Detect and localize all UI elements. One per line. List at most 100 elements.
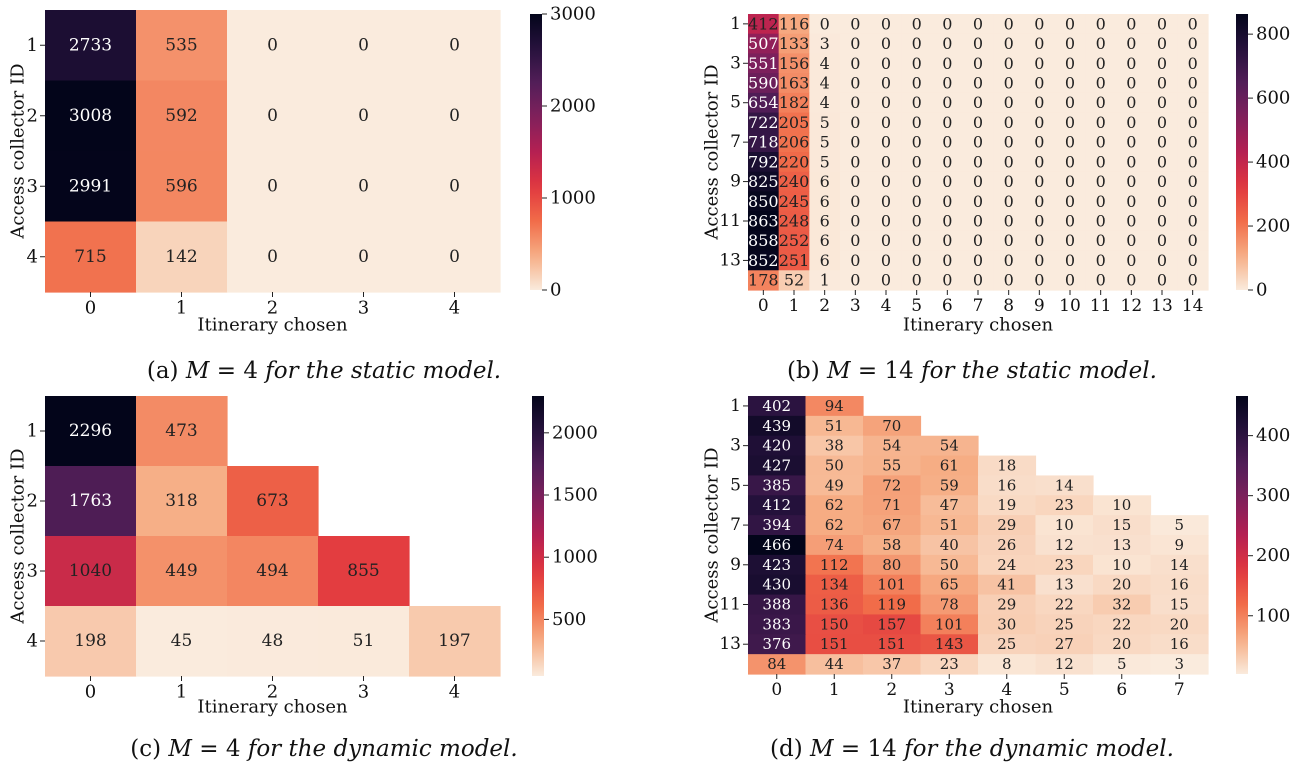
p2-cell-r2-c0 xyxy=(45,536,137,607)
p3-cell-r13-c2 xyxy=(863,654,922,675)
p1-cell-r10-c12 xyxy=(1116,211,1148,232)
p0-x-tick-label-1: 1 xyxy=(176,298,187,319)
p3-cell-r4-c3 xyxy=(920,475,979,496)
p1-cell-r8-c1 xyxy=(778,171,810,193)
p1-cell-r8-c0 xyxy=(748,171,780,193)
p1-cell-label-r13-c14: 0 xyxy=(1188,271,1198,290)
p1-cell-label-r11-c1: 252 xyxy=(779,231,810,250)
p1-cell-r1-c8 xyxy=(993,33,1025,55)
p1-cell-label-r6-c3: 0 xyxy=(850,133,860,152)
p3-y-tick-label-2: 3 xyxy=(730,436,741,456)
p1-cell-r11-c4 xyxy=(870,230,902,252)
p3-cell-r10-c3 xyxy=(920,594,979,616)
p1-cell-r0-c1 xyxy=(778,14,810,35)
p1-cell-label-r7-c14: 0 xyxy=(1188,152,1198,171)
p1-cell-r6-c2 xyxy=(809,132,841,153)
p1-cell-r6-c8 xyxy=(993,132,1025,153)
p1-cell-label-r6-c4: 0 xyxy=(881,133,891,152)
p3-cell-label-r7-c5: 12 xyxy=(1055,536,1074,554)
p1-cell-label-r2-c14: 0 xyxy=(1188,54,1198,73)
p3-cell-r8-c5 xyxy=(1035,554,1094,576)
p1-cell-label-r11-c6: 0 xyxy=(942,231,952,250)
p1-cell-label-r12-c14: 0 xyxy=(1188,251,1198,270)
p3-x-tick-label-6: 6 xyxy=(1116,680,1127,700)
p1-cell-r11-c8 xyxy=(993,230,1025,252)
p0-cell-label-r3-c0: 715 xyxy=(74,247,106,267)
p0-y-tick-label-0: 1 xyxy=(27,35,38,56)
p1-cell-label-r5-c14: 0 xyxy=(1188,113,1198,132)
p1-cell-r3-c7 xyxy=(962,73,994,94)
p1-cell-r3-c0 xyxy=(748,73,780,94)
p1-cell-label-r9-c8: 0 xyxy=(1004,192,1014,211)
p3-cell-label-r1-c2: 70 xyxy=(882,417,901,435)
p1-cell-label-r2-c10: 0 xyxy=(1065,54,1075,73)
p1-cell-r12-c14 xyxy=(1177,250,1209,271)
p1-cell-r5-c3 xyxy=(840,112,872,133)
p3-cell-r13-c6 xyxy=(1093,654,1152,675)
p3-cell-r13-c7 xyxy=(1150,654,1209,675)
p2-cell-r3-c4 xyxy=(409,606,501,677)
p1-cell-r8-c6 xyxy=(932,171,964,193)
p3-cell-label-r7-c3: 40 xyxy=(940,536,959,554)
p3-cell-r1-c1 xyxy=(805,415,864,437)
p1-cell-r1-c7 xyxy=(962,33,994,55)
p2-cell-r1-c1 xyxy=(136,466,228,537)
p1-x-tick-label-7: 7 xyxy=(973,296,984,316)
p1-cell-r10-c8 xyxy=(993,211,1025,232)
p0-cell-label-r0-c4: 0 xyxy=(449,35,460,55)
p3-cell-r8-c7 xyxy=(1150,554,1209,576)
p3-cell-label-r9-c4: 41 xyxy=(997,576,1016,594)
p3-cell-r7-c2 xyxy=(863,535,922,556)
p1-cell-r4-c8 xyxy=(993,92,1025,114)
p1-cell-label-r3-c7: 0 xyxy=(973,74,983,93)
p3-cell-r6-c2 xyxy=(863,515,922,536)
p2-cell-r2-c3 xyxy=(318,536,410,607)
p1-cell-r13-c11 xyxy=(1085,270,1117,291)
p1-cell-r7-c8 xyxy=(993,152,1025,173)
p1-cell-label-r5-c2: 5 xyxy=(820,113,830,132)
p3-cell-r8-c2 xyxy=(863,554,922,576)
p1-cell-r11-c1 xyxy=(778,230,810,252)
p3-colorbar-tick-label-3: 400 xyxy=(1256,425,1290,446)
p1-cell-r13-c0 xyxy=(748,270,780,291)
p1-cell-label-r7-c13: 0 xyxy=(1157,152,1167,171)
p1-cell-r9-c0 xyxy=(748,191,780,212)
p2-cell-label-r2-c3: 855 xyxy=(347,561,379,581)
p3-cell-r2-c3 xyxy=(920,435,979,457)
p0-cell-r1-c0 xyxy=(45,80,137,152)
p1-colorbar-tick-label-3: 600 xyxy=(1256,88,1290,109)
p3-colorbar-tick-label-2: 300 xyxy=(1256,485,1290,506)
p1-cell-label-r9-c5: 0 xyxy=(912,192,922,211)
p1-cell-r0-c0 xyxy=(748,14,780,35)
p3-cell-label-r2-c3: 54 xyxy=(940,437,959,455)
p1-cell-label-r6-c12: 0 xyxy=(1126,133,1136,152)
p1-cell-r3-c8 xyxy=(993,73,1025,94)
p1-cell-r9-c2 xyxy=(809,191,841,212)
p3-cell-r13-c0 xyxy=(748,654,807,675)
p1-cell-label-r0-c4: 0 xyxy=(881,14,891,33)
p1-cell-r4-c9 xyxy=(1024,92,1056,114)
p1-cell-r0-c8 xyxy=(993,14,1025,35)
p1-cell-r4-c6 xyxy=(932,92,964,114)
p3-cell-label-r8-c2: 80 xyxy=(882,556,901,574)
p1-cell-r12-c1 xyxy=(778,250,810,271)
p3-cell-label-r9-c6: 20 xyxy=(1112,576,1131,594)
p1-cell-r8-c2 xyxy=(809,171,841,193)
p1-cell-label-r6-c10: 0 xyxy=(1065,133,1075,152)
p1-cell-label-r9-c0: 850 xyxy=(748,192,779,211)
p1-cell-r8-c12 xyxy=(1116,171,1148,193)
p0-cell-r2-c0 xyxy=(45,151,137,223)
p1-cell-r13-c5 xyxy=(901,270,933,291)
p3-cell-r2-c0 xyxy=(748,435,807,457)
p3-cell-label-r12-c2: 151 xyxy=(877,635,906,653)
p1-cell-label-r8-c6: 0 xyxy=(942,172,952,191)
p1-cell-r0-c7 xyxy=(962,14,994,35)
p1-cell-label-r4-c0: 654 xyxy=(748,93,779,112)
p1-colorbar-tick-label-0: 0 xyxy=(1256,280,1267,301)
p1-cell-label-r10-c9: 0 xyxy=(1034,212,1044,231)
p1-cell-label-r6-c8: 0 xyxy=(1004,133,1014,152)
caption-d: (d) M = 14 for the dynamic model. xyxy=(770,736,1174,762)
p2-cell-r1-c0 xyxy=(45,466,137,537)
p1-cell-r3-c1 xyxy=(778,73,810,94)
p0-colorbar-tick-label-2: 2000 xyxy=(550,96,596,117)
